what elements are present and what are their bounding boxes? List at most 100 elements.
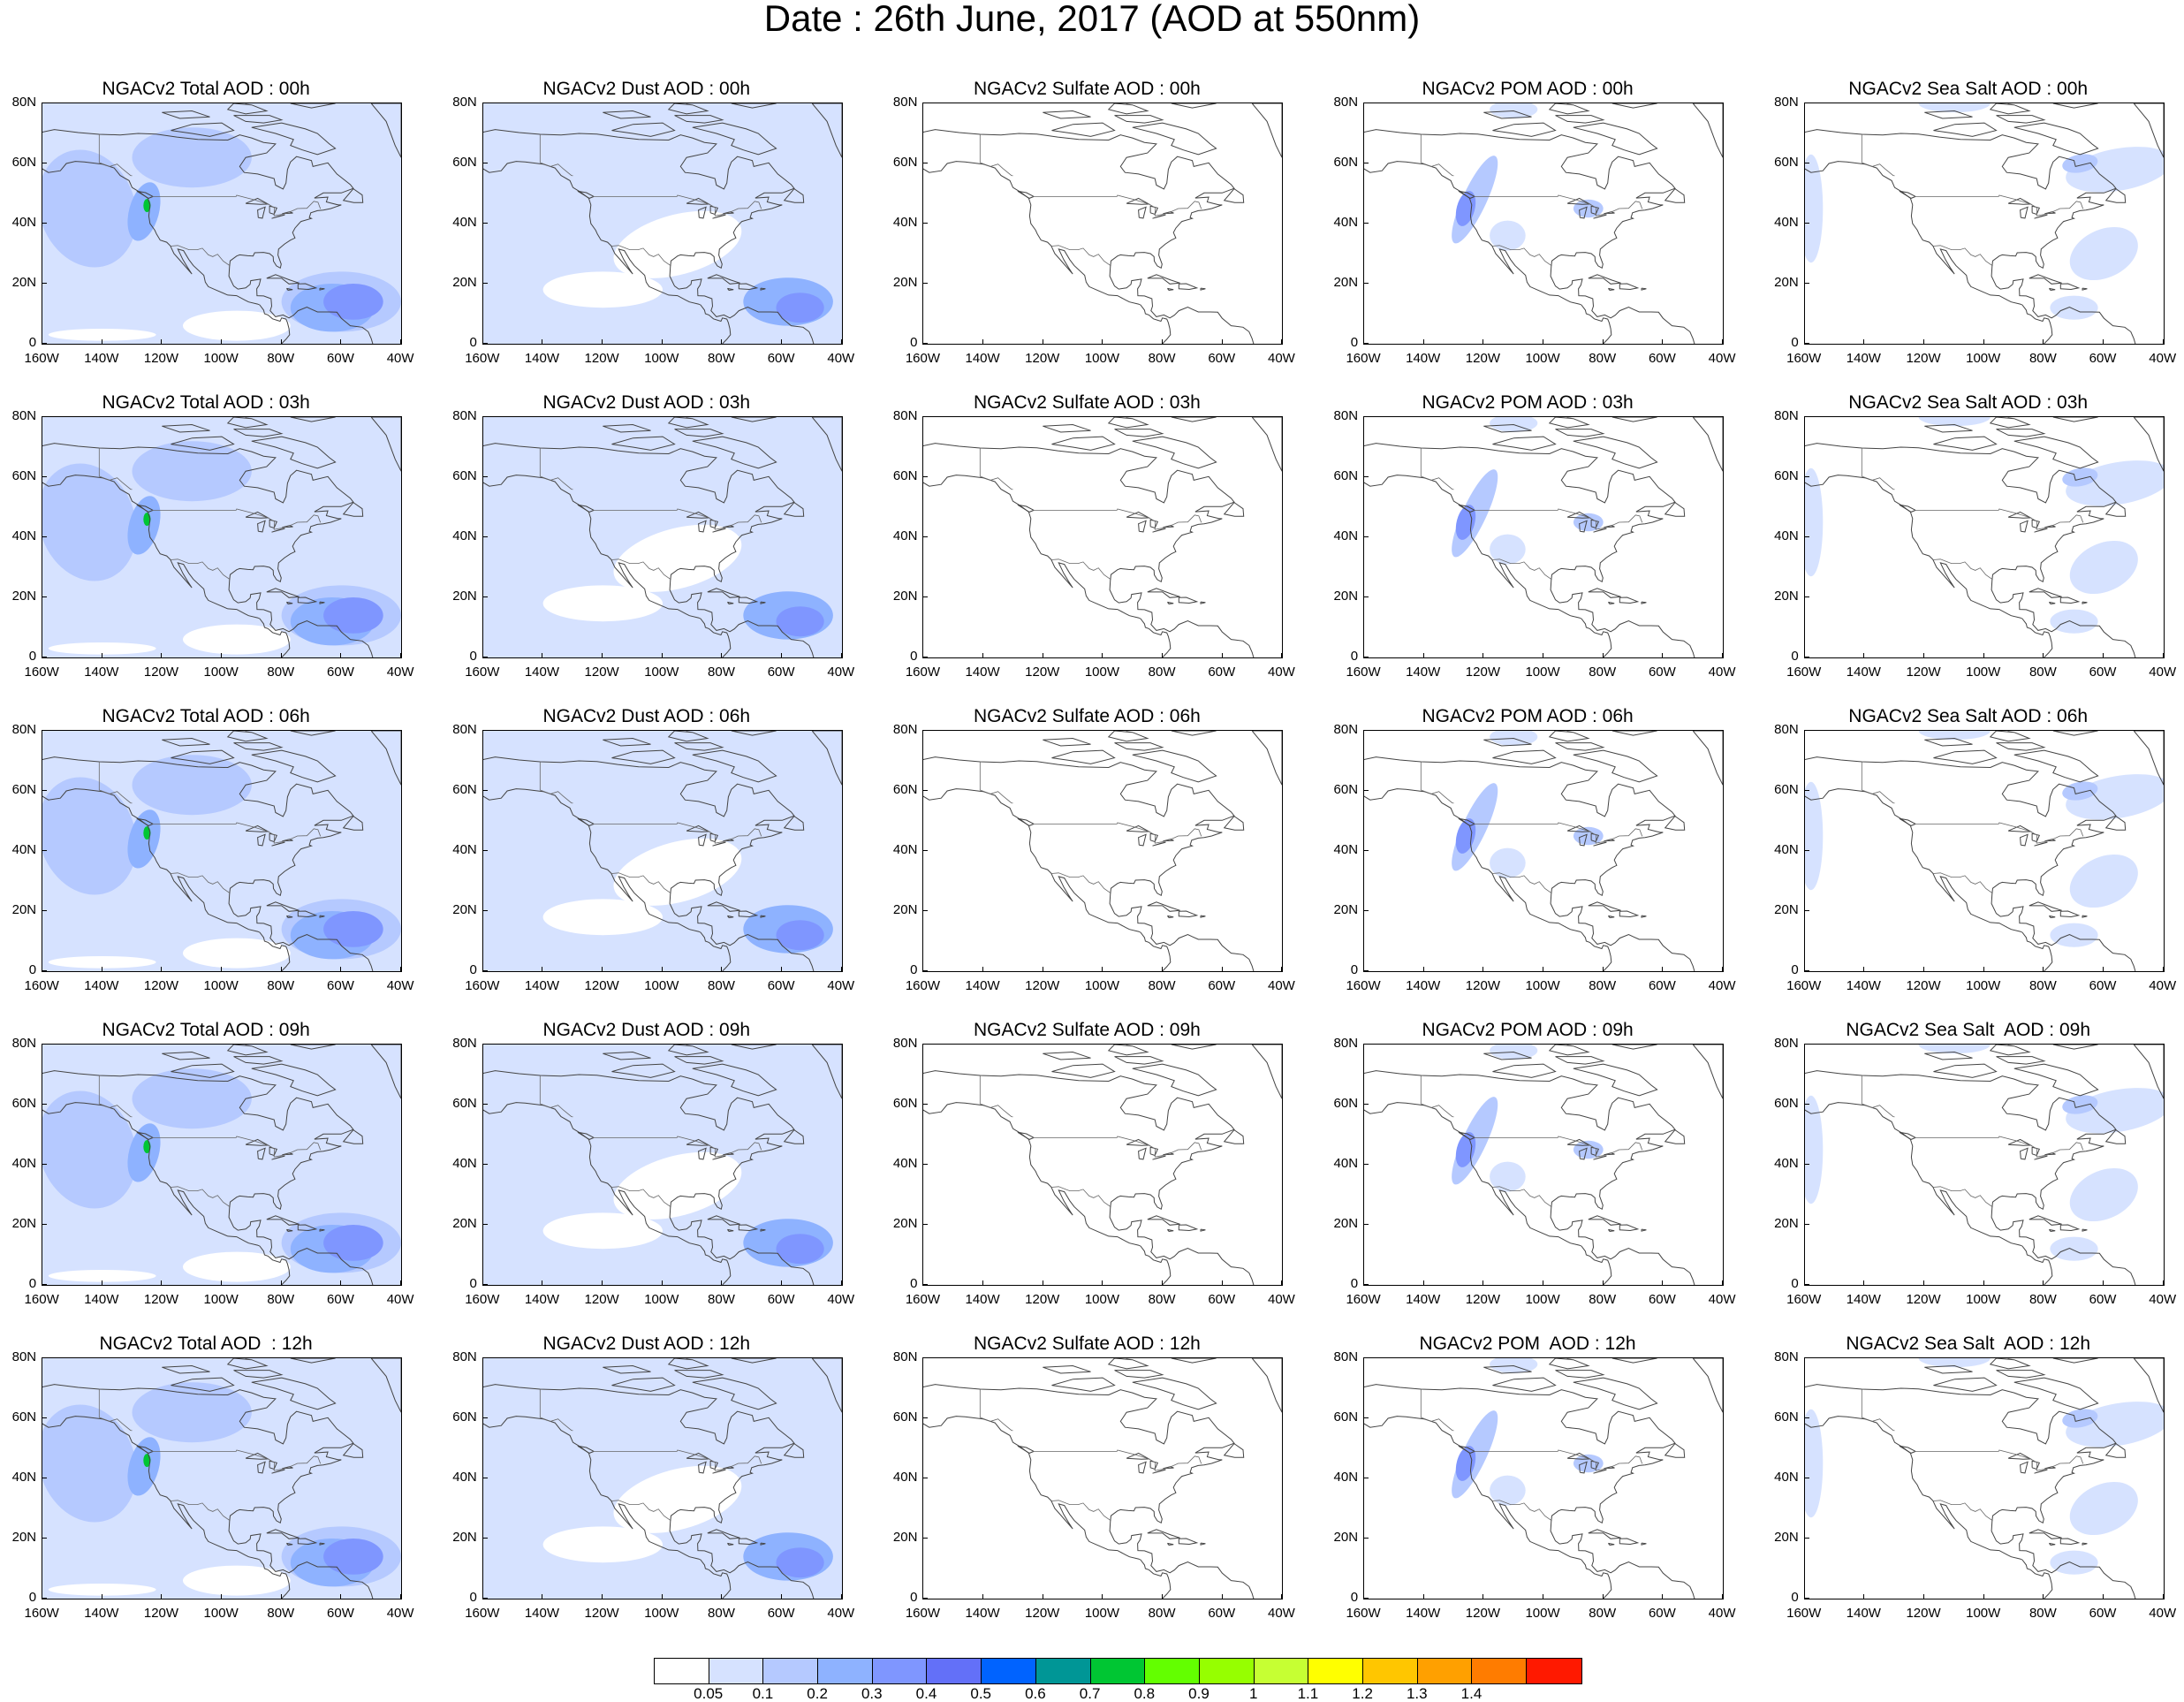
colorbar-label: 0.3: [861, 1685, 883, 1702]
lon-label: 40W: [827, 1292, 855, 1307]
lon-tick: [781, 339, 783, 344]
lat-label: 40N: [11, 215, 37, 230]
lat-label: 80N: [11, 1036, 37, 1051]
lat-tick: [1803, 343, 1809, 344]
lon-tick: [982, 653, 984, 657]
lat-label: 80N: [1333, 722, 1359, 737]
lon-tick: [1803, 1594, 1805, 1599]
lat-tick: [1363, 223, 1369, 224]
lon-label: 120W: [584, 978, 619, 993]
map-panel-total-12h: NGACv2 Total AOD : 12h 80N 60N 40N 20N 0 160W 1…: [3, 1334, 414, 1635]
lat-tick: [922, 1538, 929, 1539]
lon-label: 120W: [1465, 1292, 1500, 1307]
lon-label: 80W: [1148, 1606, 1176, 1621]
borders: [980, 1389, 1202, 1522]
lat-label: 40N: [1333, 215, 1359, 230]
lat-label: 0: [1350, 649, 1359, 664]
lon-label: 120W: [1465, 1606, 1500, 1621]
borders: [1861, 762, 2083, 894]
map-area: [922, 103, 1284, 345]
lon-label: 100W: [644, 665, 679, 680]
lon-tick: [1422, 339, 1424, 344]
lat-label: 60N: [452, 1096, 477, 1111]
lon-tick: [1722, 339, 1724, 344]
lon-label: 40W: [386, 1292, 414, 1307]
lon-tick: [2162, 1594, 2164, 1599]
panel-title: NGACv2 POM AOD : 00h: [1422, 79, 1634, 99]
map-area: [1803, 1357, 2165, 1599]
lon-label: 120W: [1025, 1606, 1060, 1621]
lat-label: 0: [1791, 1276, 1799, 1291]
lon-label: 60W: [1208, 978, 1236, 993]
lat-label: 0: [910, 649, 918, 664]
lon-tick: [1281, 339, 1283, 344]
aod-field: [482, 1045, 842, 1285]
lon-tick: [840, 967, 842, 971]
lat-tick: [1803, 1104, 1809, 1105]
map-panel-pom-06h: NGACv2 POM AOD : 06h 80N 60N 40N 20N 0 160W 140…: [1324, 707, 1736, 1007]
lat-label: 40N: [11, 842, 37, 857]
lon-tick: [1422, 653, 1424, 657]
lon-label: 100W: [1966, 978, 2001, 993]
coastlines: [1804, 1045, 2164, 1285]
lon-tick: [781, 1280, 783, 1285]
coastlines: [923, 103, 1283, 344]
lon-label: 60W: [327, 1606, 354, 1621]
lon-tick: [1722, 967, 1724, 971]
lat-tick: [482, 1598, 488, 1599]
lon-tick: [1983, 339, 1984, 344]
colorbar-label: 1.4: [1460, 1685, 1483, 1702]
lon-tick: [340, 339, 342, 344]
lat-tick: [1363, 596, 1369, 597]
borders: [1420, 1389, 1643, 1522]
lon-tick: [280, 1280, 282, 1285]
map-panel-sulfate-06h: NGACv2 Sulfate AOD : 06h 80N 60N 40N 20N 0 160…: [883, 707, 1295, 1007]
lon-label: 140W: [1406, 978, 1441, 993]
lat-label: 40N: [892, 1156, 918, 1171]
lat-label: 60N: [1774, 468, 1799, 483]
lat-label: 20N: [1774, 1216, 1799, 1231]
lon-tick: [400, 339, 402, 344]
lon-tick: [602, 1280, 603, 1285]
lon-label: 40W: [1268, 351, 1295, 366]
lat-label: 0: [910, 1590, 918, 1605]
borders: [1861, 1389, 2083, 1522]
lon-tick: [1363, 339, 1365, 344]
aod-field: [42, 103, 402, 344]
lat-label: 80N: [892, 1036, 918, 1051]
lon-label: 100W: [1525, 1606, 1560, 1621]
lat-tick: [1363, 1284, 1369, 1285]
lon-label: 60W: [1648, 1292, 1676, 1307]
lon-label: 140W: [1406, 1606, 1441, 1621]
lon-label: 100W: [1525, 978, 1560, 993]
lat-label: 0: [1350, 1590, 1359, 1605]
lon-tick: [1162, 1594, 1164, 1599]
lat-tick: [1803, 1224, 1809, 1225]
lon-label: 40W: [1268, 665, 1295, 680]
lat-tick: [922, 1044, 929, 1045]
lon-label: 40W: [827, 665, 855, 680]
borders: [980, 762, 1202, 894]
lat-tick: [922, 910, 929, 911]
lon-tick: [922, 339, 924, 344]
lon-label: 80W: [267, 665, 295, 680]
lon-label: 140W: [524, 978, 560, 993]
borders: [99, 762, 322, 894]
lat-tick: [1803, 536, 1809, 537]
lat-tick: [922, 730, 929, 731]
lon-label: 60W: [2089, 978, 2117, 993]
lon-label: 120W: [1465, 351, 1500, 366]
lon-tick: [781, 967, 783, 971]
colorbar-swatch: [763, 1659, 819, 1683]
lat-tick: [42, 343, 48, 344]
lon-label: 120W: [143, 351, 179, 366]
lon-label: 60W: [2089, 1606, 2117, 1621]
lon-tick: [2043, 1280, 2044, 1285]
colorbar-label: 0.05: [694, 1685, 724, 1702]
lon-tick: [721, 967, 723, 971]
lon-label: 60W: [767, 665, 795, 680]
lon-label: 160W: [24, 665, 59, 680]
lat-tick: [1803, 790, 1809, 791]
lat-label: 20N: [1333, 902, 1359, 917]
lon-label: 120W: [143, 1606, 179, 1621]
